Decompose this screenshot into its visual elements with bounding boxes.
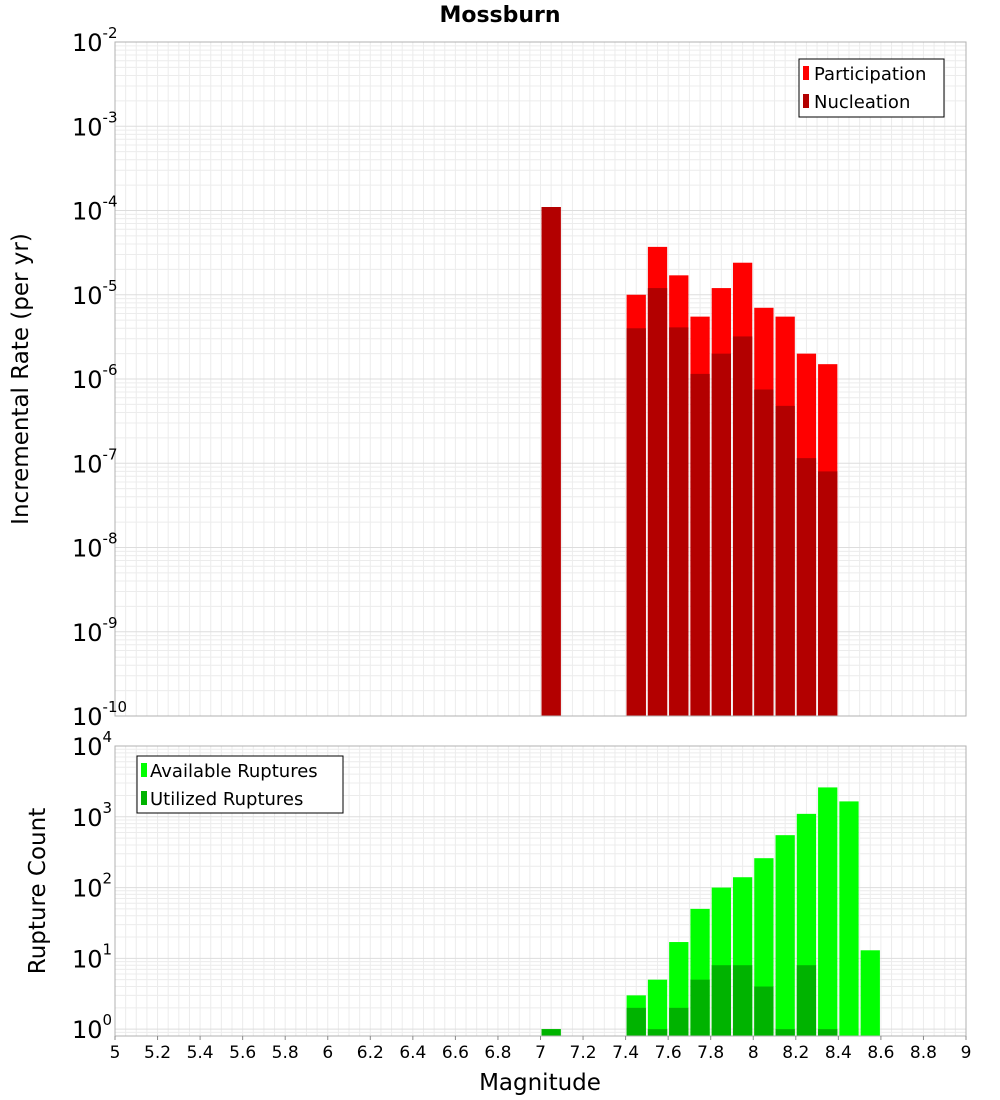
x-ticks: 5 5.2 5.4 5.6 5.8 6 6.2 6.4 6.6 6.8 7 7.2 7.4 7.6 7.8 8… [110, 1036, 972, 1063]
top-bar-nucleation-8.35 [818, 471, 838, 716]
bottom-bar-utilized-ruptures-7.75 [690, 979, 710, 1036]
bottom-bar-available-ruptures-8.55 [860, 950, 880, 1036]
bottom-y-axis-label: Rupture Count [25, 808, 51, 974]
top-y-tick-label: 10-2 [72, 24, 118, 57]
top-bar-nucleation-7.65 [669, 327, 689, 716]
bottom-bar-utilized-ruptures-7.65 [669, 1007, 689, 1036]
x-tick-label: 5.8 [272, 1043, 299, 1063]
legend-swatch-available-ruptures [141, 763, 147, 777]
x-tick-label: 9 [961, 1043, 972, 1063]
top-y-tick-label: 10-5 [72, 277, 118, 310]
bottom-legend: Available Ruptures Utilized Ruptures [136, 755, 344, 814]
x-tick-label: 8 [748, 1043, 759, 1063]
x-tick-label: 6.8 [484, 1043, 511, 1063]
top-y-tick-label: 10-3 [72, 108, 118, 141]
x-tick-label: 8.8 [910, 1043, 937, 1063]
chart-title: Mossburn [439, 3, 560, 28]
bottom-bar-utilized-ruptures-7.45 [626, 1007, 646, 1036]
x-tick-label: 7.8 [697, 1043, 724, 1063]
top-bar-nucleation-7.75 [690, 373, 710, 716]
bottom-bar-utilized-ruptures-8.15 [775, 1029, 795, 1036]
top-bar-nucleation-8.25 [796, 458, 817, 716]
legend-swatch-utilized-ruptures [141, 791, 147, 805]
top-bar-nucleation-7.45 [626, 328, 646, 716]
x-tick-label: 5.2 [144, 1043, 171, 1063]
bottom-bar-available-ruptures-8.35 [818, 787, 838, 1036]
legend-label-nucleation: Nucleation [814, 92, 910, 113]
top-bar-nucleation-8.05 [754, 389, 774, 716]
top-y-tick-label: 10-7 [72, 445, 118, 478]
bottom-bar-available-ruptures-8.15 [775, 835, 795, 1036]
bottom-bars [541, 787, 880, 1036]
x-tick-label: 6.4 [399, 1043, 426, 1063]
top-bar-nucleation-7.95 [732, 336, 753, 716]
top-bars [541, 207, 838, 716]
bottom-y-tick-label: 100 [72, 1011, 112, 1044]
bottom-bar-available-ruptures-8.45 [839, 801, 859, 1036]
top-bar-nucleation-7.05 [541, 207, 561, 716]
bottom-legend-box [136, 755, 344, 814]
top-y-axis-label: Incremental Rate (per yr) [8, 233, 34, 525]
top-legend: Participation Nucleation [798, 58, 945, 118]
bottom-bar-utilized-ruptures-7.85 [711, 965, 731, 1036]
x-tick-label: 5 [110, 1043, 121, 1063]
x-tick-label: 5.4 [187, 1043, 214, 1063]
legend-label-utilized-ruptures: Utilized Ruptures [150, 789, 303, 810]
bottom-bar-utilized-ruptures-7.05 [541, 1029, 561, 1036]
x-tick-label: 7.2 [570, 1043, 597, 1063]
bottom-bar-available-ruptures-7.55 [647, 979, 668, 1036]
top-bar-nucleation-8.15 [775, 405, 795, 716]
bottom-bar-utilized-ruptures-7.95 [732, 965, 753, 1036]
top-bar-nucleation-7.85 [711, 353, 731, 716]
top-plot-frame [114, 41, 967, 717]
bottom-y-tick-label: 104 [72, 728, 112, 761]
legend-label-available-ruptures: Available Ruptures [150, 761, 318, 782]
top-y-tick-label: 10-9 [72, 614, 118, 647]
x-axis-label: Magnitude [479, 1070, 601, 1096]
top-grid [114, 42, 967, 717]
top-legend-box [798, 58, 945, 118]
top-y-tick-label: 10-10 [72, 698, 127, 731]
top-y-ticks: 10-10 10-9 10-8 10-7 10-6 10-5 10-4 10-3 10-2 [72, 24, 127, 731]
x-tick-label: 7.6 [655, 1043, 682, 1063]
x-tick-label: 8.6 [867, 1043, 894, 1063]
bottom-y-ticks: 100 101 102 103 104 [72, 728, 112, 1044]
bottom-bar-utilized-ruptures-7.55 [647, 1029, 668, 1036]
bottom-y-tick-label: 103 [72, 799, 112, 832]
x-tick-label: 6.2 [357, 1043, 384, 1063]
x-tick-label: 6 [322, 1043, 333, 1063]
bottom-y-tick-label: 101 [72, 940, 112, 973]
bottom-y-tick-label: 102 [72, 870, 112, 903]
x-tick-label: 5.6 [229, 1043, 256, 1063]
bottom-bar-utilized-ruptures-8.25 [796, 965, 817, 1036]
bottom-bar-utilized-ruptures-8.35 [818, 1029, 838, 1036]
top-bar-nucleation-7.55 [647, 288, 668, 716]
top-y-tick-label: 10-4 [72, 193, 118, 226]
x-tick-label: 8.2 [782, 1043, 809, 1063]
top-y-tick-label: 10-8 [72, 530, 118, 563]
x-tick-label: 6.6 [442, 1043, 469, 1063]
x-tick-label: 7 [535, 1043, 546, 1063]
legend-swatch-nucleation [803, 94, 809, 108]
legend-label-participation: Participation [814, 64, 926, 85]
legend-swatch-participation [803, 66, 809, 80]
bottom-bar-utilized-ruptures-8.05 [754, 986, 774, 1036]
x-tick-label: 8.4 [825, 1043, 852, 1063]
top-y-tick-label: 10-6 [72, 361, 118, 394]
x-tick-label: 7.4 [612, 1043, 639, 1063]
